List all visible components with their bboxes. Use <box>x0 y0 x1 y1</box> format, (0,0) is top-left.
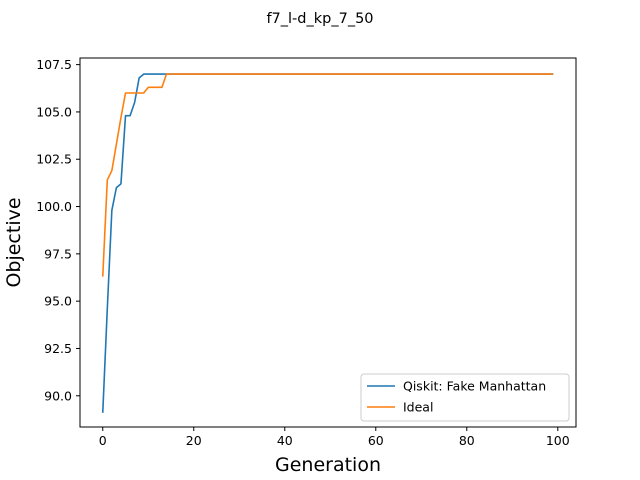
y-tick-label: 105.0 <box>36 104 72 119</box>
series-line-1 <box>101 73 554 277</box>
y-tick-label: 107.5 <box>36 57 72 72</box>
legend-label-1: Ideal <box>403 400 433 415</box>
plot-area <box>101 73 554 413</box>
y-axis: 90.0 92.5 95.0 97.5 100.0 102.5 105.0 107.5 <box>36 57 80 403</box>
y-tick-label: 92.5 <box>44 341 72 356</box>
x-tick-label: 0 <box>99 433 107 448</box>
x-axis-label: Generation <box>275 454 381 476</box>
legend-label-0: Qiskit: Fake Manhattan <box>403 379 546 394</box>
y-tick-label: 95.0 <box>44 294 72 309</box>
legend-box <box>360 373 570 422</box>
x-tick-label: 60 <box>368 433 384 448</box>
y-tick-label: 90.0 <box>44 388 72 403</box>
y-tick-label: 102.5 <box>36 152 72 167</box>
chart-title: f7_l-d_kp_7_50 <box>266 11 373 27</box>
legend: Qiskit: Fake Manhattan Ideal <box>360 373 570 422</box>
axes-frame <box>79 57 577 428</box>
x-tick-label: 80 <box>459 433 475 448</box>
x-tick-label: 100 <box>546 433 570 448</box>
x-axis: 0 20 40 60 80 100 <box>99 427 570 448</box>
y-tick-label: 97.5 <box>44 246 72 261</box>
series-line-0 <box>101 73 554 413</box>
y-tick-label: 100.0 <box>36 199 72 214</box>
x-tick-label: 20 <box>186 433 202 448</box>
x-tick-label: 40 <box>277 433 293 448</box>
y-axis-label: Objective <box>3 197 25 287</box>
